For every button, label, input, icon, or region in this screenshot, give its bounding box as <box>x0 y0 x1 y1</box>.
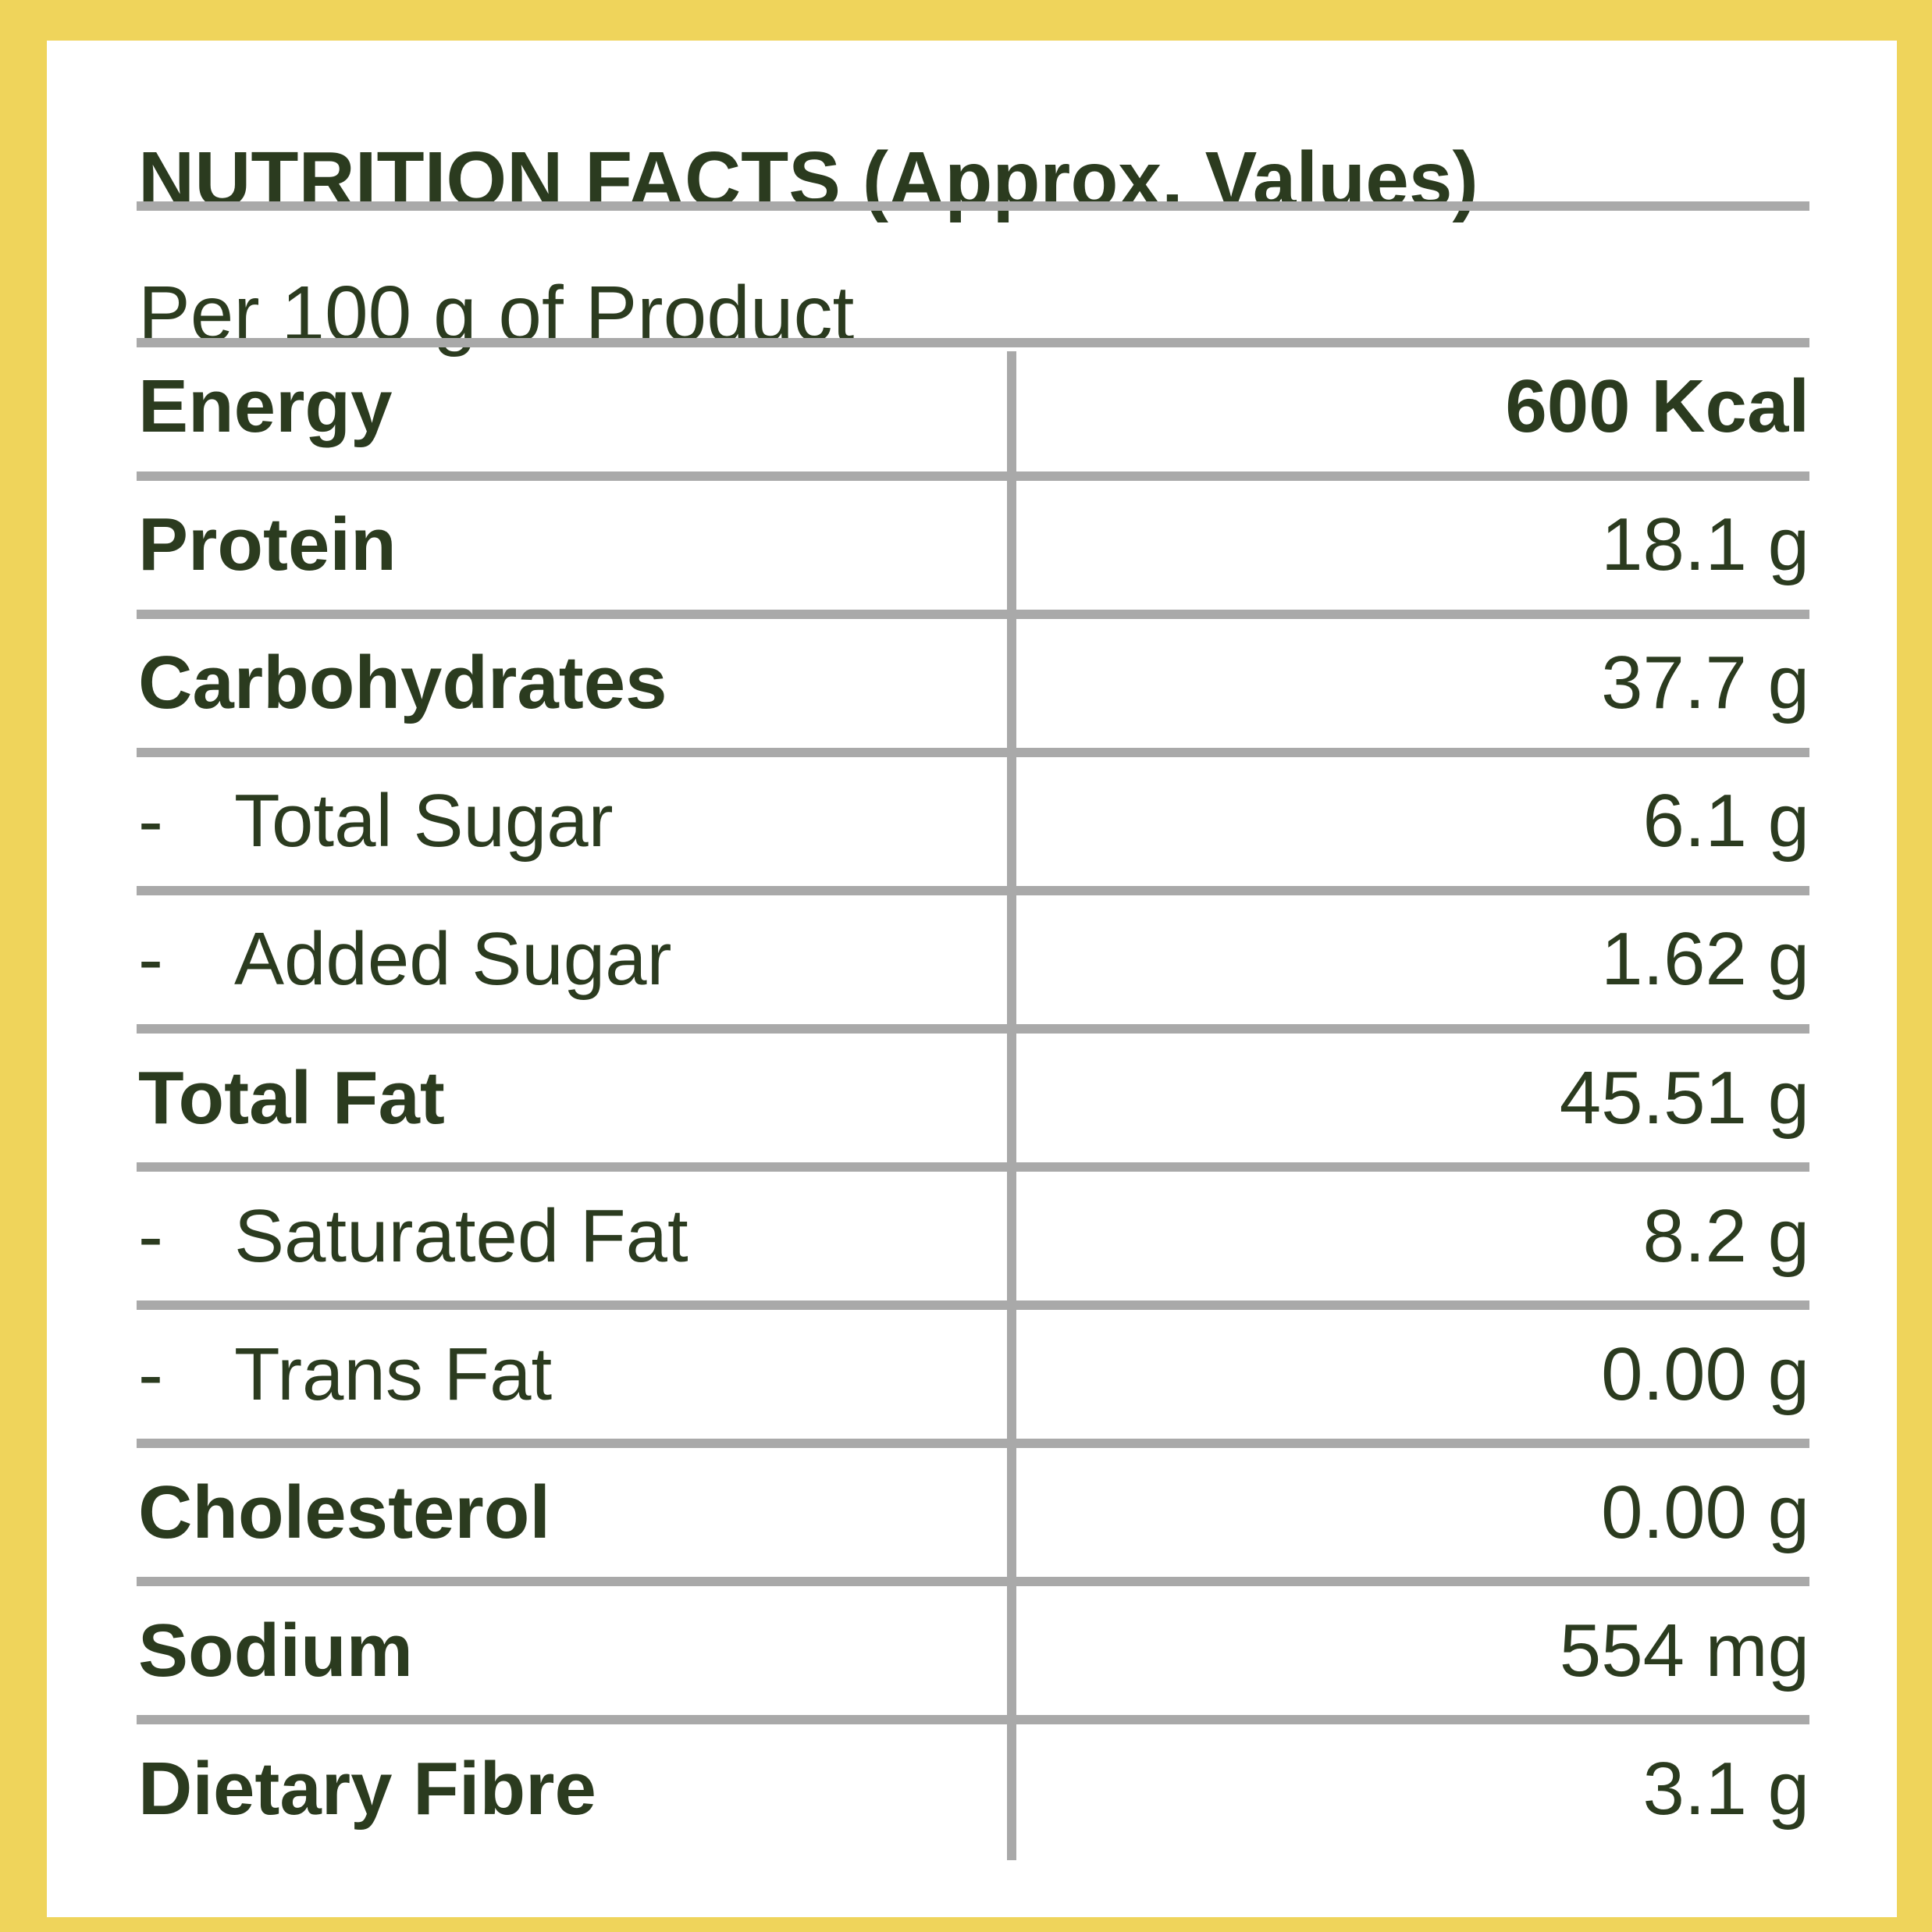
title: NUTRITION FACTS (Approx. Values) <box>138 136 1478 223</box>
row-label: Saturated Fat <box>234 1194 688 1278</box>
row-value: 18.1 g <box>1601 503 1809 587</box>
row-value: 8.2 g <box>1642 1194 1809 1278</box>
row-value: 1.62 g <box>1601 917 1809 1002</box>
row-prefix: - <box>138 917 163 1002</box>
row-value: 6.1 g <box>1642 779 1809 863</box>
divider <box>137 747 1809 757</box>
divider <box>137 1439 1809 1449</box>
divider <box>137 885 1809 895</box>
row-value: 0.00 g <box>1601 1332 1809 1416</box>
row-label: Protein <box>138 503 397 587</box>
row-label: Total Fat <box>138 1055 445 1140</box>
column-divider <box>1007 351 1016 1860</box>
nutrition-panel: NUTRITION FACTS (Approx. Values) Per 100… <box>47 41 1897 1917</box>
row-label: Cholesterol <box>138 1470 551 1554</box>
row-label: Energy <box>138 365 393 448</box>
row-value: 37.7 g <box>1601 641 1809 725</box>
divider <box>137 338 1809 347</box>
row-value: 3.1 g <box>1642 1747 1809 1831</box>
divider <box>137 1300 1809 1311</box>
row-value: 45.51 g <box>1559 1055 1809 1140</box>
row-value: 554 mg <box>1559 1608 1809 1692</box>
divider <box>137 201 1809 211</box>
row-label: Added Sugar <box>234 917 672 1002</box>
divider <box>137 471 1809 481</box>
row-label: Sodium <box>138 1608 413 1692</box>
row-label: Trans Fat <box>234 1332 553 1416</box>
divider <box>137 1023 1809 1034</box>
row-prefix: - <box>138 779 163 863</box>
row-value: 600 Kcal <box>1505 365 1809 448</box>
divider <box>137 1162 1809 1172</box>
row-prefix: - <box>138 1332 163 1416</box>
divider <box>137 1577 1809 1587</box>
row-label: Carbohydrates <box>138 641 667 725</box>
row-prefix: - <box>138 1194 163 1278</box>
divider <box>137 609 1809 619</box>
divider <box>137 1715 1809 1725</box>
row-label: Total Sugar <box>234 779 614 863</box>
row-label: Dietary Fibre <box>138 1747 596 1831</box>
row-value: 0.00 g <box>1601 1470 1809 1554</box>
